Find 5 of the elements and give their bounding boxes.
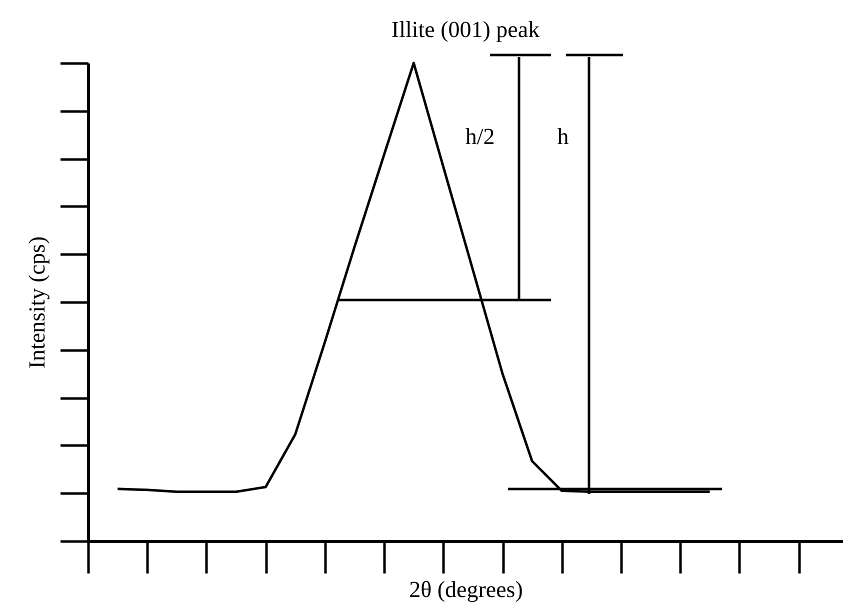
x-axis-title: 2θ (degrees) [409, 576, 523, 602]
annotation: h [557, 124, 570, 149]
annotation: h/2 [465, 124, 495, 149]
y-axis-title: Intensity (cps) [24, 236, 50, 369]
chart-title: Illite (001) peak [391, 16, 540, 42]
